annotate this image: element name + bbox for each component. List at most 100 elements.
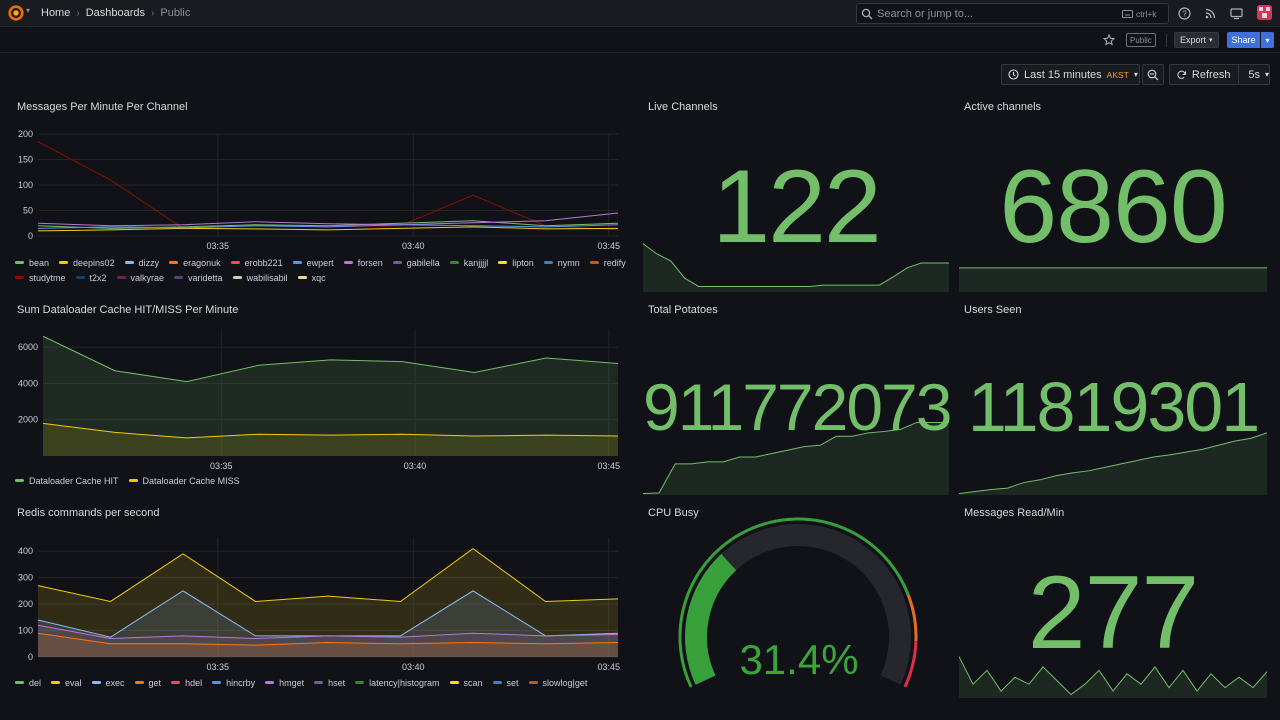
panel-title: Active channels <box>964 101 1042 113</box>
legend-item[interactable]: exec <box>91 676 125 689</box>
panel-messages-read[interactable]: Messages Read/Min 277 <box>959 502 1267 700</box>
panel-cpu-busy[interactable]: CPU Busy 31.4% <box>643 502 949 700</box>
share-label: Share <box>1231 35 1256 45</box>
panel-users-seen[interactable]: Users Seen 11819301 <box>959 299 1267 497</box>
zoom-out-icon <box>1147 69 1159 80</box>
legend-swatch <box>124 261 134 264</box>
legend-item[interactable]: hincrby <box>212 676 255 689</box>
user-avatar[interactable] <box>1257 5 1272 20</box>
legend-item[interactable]: latency|histogram <box>355 676 440 689</box>
legend-item[interactable]: xqc <box>297 271 326 284</box>
legend-item[interactable]: eval <box>51 676 82 689</box>
help-icon[interactable]: ? <box>1177 6 1192 21</box>
legend-item[interactable]: del <box>15 676 41 689</box>
legend-item[interactable]: valkyrae <box>116 271 164 284</box>
chart-legend: bean deepins02 dizzy eragonuk erobb221 ewpert… <box>15 256 630 284</box>
legend-swatch <box>169 261 179 264</box>
series-line-eval <box>37 547 619 603</box>
x-tick-label: 03:45 <box>598 461 621 471</box>
legend-swatch <box>174 276 184 279</box>
messages-chart[interactable]: 200 150 100 50 0 03:35 03:40 03:45 <box>12 96 632 256</box>
share-button[interactable]: Share <box>1227 32 1260 48</box>
panel-total-potatoes[interactable]: Total Potatoes 911772073 <box>643 299 952 497</box>
y-tick-label: 50 <box>23 206 33 216</box>
legend-label: deepins02 <box>73 257 115 268</box>
legend-item[interactable]: gabilella <box>392 256 440 269</box>
legend-item[interactable]: kanjjjjl <box>449 256 488 269</box>
legend-item[interactable]: deepins02 <box>59 256 115 269</box>
search-icon <box>861 8 873 19</box>
legend-label: studytme <box>29 272 66 283</box>
legend-swatch <box>449 261 459 264</box>
y-tick-label: 100 <box>18 180 33 190</box>
kiosk-mode-icon[interactable] <box>1229 6 1244 21</box>
search-box[interactable]: ctrl+k <box>856 3 1169 24</box>
redis-chart[interactable]: 400 300 200 100 0 03:35 03:40 03:45 <box>12 502 632 676</box>
svg-text:?: ? <box>1182 10 1187 19</box>
series-line-get <box>37 632 619 646</box>
legend-item[interactable]: varidetta <box>174 271 223 284</box>
share-options-button[interactable]: ▾ <box>1261 32 1274 48</box>
star-icon[interactable] <box>1103 34 1115 46</box>
keyboard-shortcut-hint: ctrl+k <box>1122 9 1157 19</box>
legend-item[interactable]: get <box>134 676 161 689</box>
chevron-down-icon[interactable]: ▾ <box>26 6 31 15</box>
legend-item[interactable]: hmget <box>265 676 304 689</box>
legend-item[interactable]: slowlog|get <box>528 676 587 689</box>
panel-title: Messages Per Minute Per Channel <box>17 101 188 113</box>
legend-item[interactable]: scan <box>449 676 483 689</box>
legend-swatch <box>343 261 353 264</box>
legend-item[interactable]: erobb221 <box>230 256 283 269</box>
panel-dataloader-cache[interactable]: Sum Dataloader Cache HIT/MISS Per Minute… <box>12 299 632 495</box>
sparkline-line <box>959 656 1267 696</box>
zoom-out-button[interactable] <box>1142 64 1164 85</box>
legend-item[interactable]: redify <box>589 256 626 269</box>
legend-item[interactable]: forsen <box>343 256 383 269</box>
legend-item[interactable]: studytme <box>15 271 66 284</box>
refresh-interval-value: 5s <box>1248 68 1260 81</box>
time-range-picker[interactable]: Last 15 minutes AKST ▾ <box>1001 64 1140 85</box>
sparkline-line <box>643 243 949 287</box>
stat-value: 11819301 <box>967 368 1260 446</box>
panel-redis-commands[interactable]: Redis commands per second 400 300 200 100 0 0… <box>12 502 632 698</box>
breadcrumb-dashboards[interactable]: Dashboards <box>85 7 146 19</box>
legend-swatch <box>116 276 126 279</box>
legend-label: wabilisabil <box>246 272 288 283</box>
legend-item[interactable]: t2x2 <box>75 271 107 284</box>
legend-item[interactable]: Dataloader Cache HIT <box>15 474 119 487</box>
legend-swatch <box>449 681 459 684</box>
series-area-dataloader-cache-hit <box>43 336 618 456</box>
clock-icon <box>1008 69 1019 80</box>
legend-swatch <box>128 479 138 482</box>
messages-read-sparkline <box>959 656 1267 698</box>
legend-item[interactable]: nymn <box>543 256 580 269</box>
divider <box>1238 64 1240 85</box>
grafana-logo-icon[interactable] <box>7 4 25 22</box>
legend-item[interactable]: Dataloader Cache MISS <box>128 474 240 487</box>
chart-legend: Dataloader Cache HIT Dataloader Cache MIS… <box>15 474 630 487</box>
legend-item[interactable]: wabilisabil <box>232 271 288 284</box>
legend-item[interactable]: dizzy <box>124 256 159 269</box>
breadcrumb-home[interactable]: Home <box>41 7 71 19</box>
news-icon[interactable] <box>1203 6 1218 21</box>
legend-label: Dataloader Cache MISS <box>142 475 240 486</box>
panel-live-channels[interactable]: Live Channels 122 <box>643 96 949 294</box>
legend-swatch <box>212 681 222 684</box>
panel-messages-per-minute[interactable]: Messages Per Minute Per Channel 200 150 10… <box>12 96 632 292</box>
legend-item[interactable]: set <box>492 676 519 689</box>
legend-item[interactable]: bean <box>15 256 49 269</box>
panel-title: Users Seen <box>964 304 1022 316</box>
refresh-button[interactable]: Refresh 5s ▾ <box>1169 64 1270 85</box>
export-button[interactable]: Export ▾ <box>1174 32 1219 48</box>
legend-item[interactable]: hset <box>314 676 345 689</box>
refresh-interval-picker[interactable]: 5s ▾ <box>1248 69 1269 81</box>
legend-label: set <box>506 677 519 688</box>
legend-item[interactable]: ewpert <box>292 256 334 269</box>
dataloader-chart[interactable]: 6000 4000 2000 03:35 03:40 03:45 <box>12 299 632 471</box>
legend-label: scan <box>463 677 483 688</box>
legend-item[interactable]: eragonuk <box>169 256 221 269</box>
panel-active-channels[interactable]: Active channels 6860 <box>959 96 1267 294</box>
legend-item[interactable]: hdel <box>171 676 202 689</box>
legend-item[interactable]: lipton <box>498 256 534 269</box>
search-input[interactable] <box>877 7 1122 20</box>
